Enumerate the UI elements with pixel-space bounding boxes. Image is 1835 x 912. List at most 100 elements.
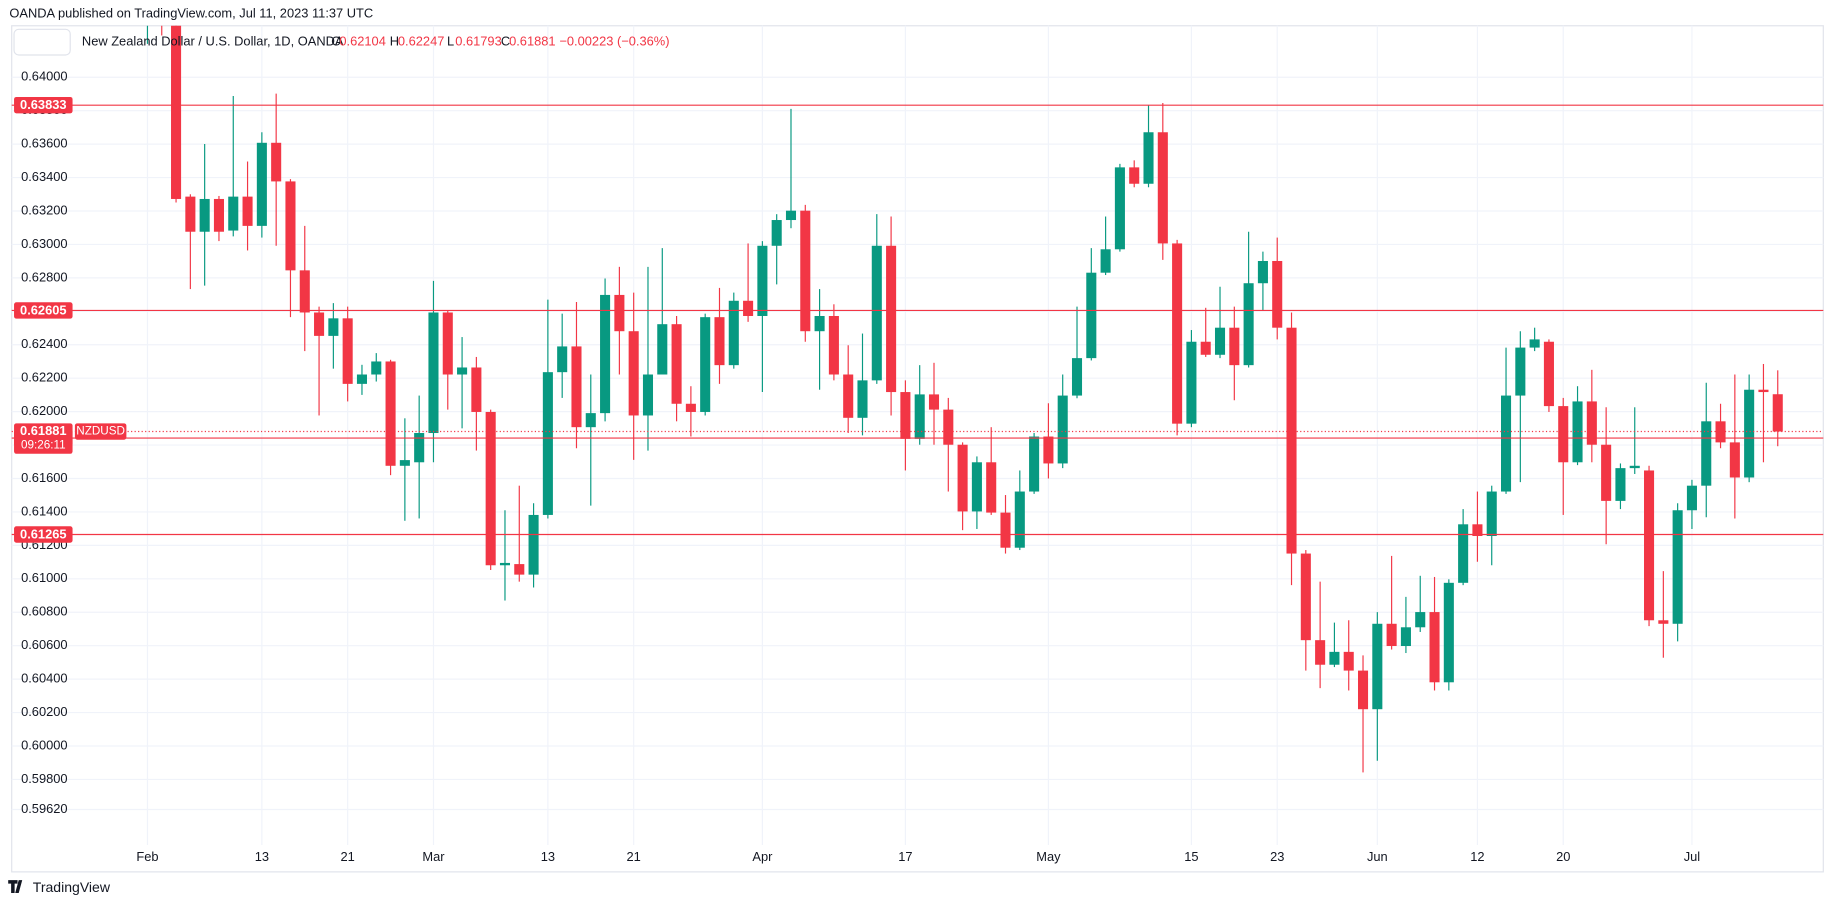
ohlc-value: 0.62247 (398, 34, 444, 49)
candle-body (1300, 553, 1311, 641)
y-tick-label: 0.62000 (21, 403, 67, 418)
candle-body (914, 394, 925, 439)
candle-body (657, 324, 668, 375)
candle-body (814, 315, 825, 332)
candle-body (457, 367, 468, 375)
x-tick-label: 15 (1184, 849, 1198, 864)
candle-body (1272, 260, 1283, 328)
last-price-box (14, 423, 73, 454)
candle-body (1172, 243, 1183, 424)
candle-body (242, 196, 253, 226)
candle-body (843, 374, 854, 418)
candle-body (1715, 421, 1726, 443)
candle-body (271, 142, 282, 182)
candle-body (1071, 358, 1083, 396)
candle-body (213, 198, 224, 232)
candle-body (1686, 485, 1697, 511)
candle-body (485, 411, 496, 566)
x-tick-label: May (1036, 849, 1061, 864)
candle-body (1415, 612, 1426, 628)
candle-body (1229, 327, 1240, 366)
overlay-layer: 0.638330.626050.618420.612650.6188109:26… (11, 96, 1824, 543)
candle-body (571, 346, 582, 428)
publisher-line: OANDA published on TradingView.com, Jul … (9, 5, 373, 20)
candle-body (1357, 670, 1369, 710)
x-tick-label: Jul (1684, 849, 1700, 864)
candle-body (385, 361, 396, 466)
candle-body (1629, 465, 1640, 469)
y-tick-label: 0.61600 (21, 470, 67, 485)
candle-body (1501, 395, 1512, 492)
ohlc-value: 0.61881 (509, 34, 555, 49)
candles-layer (146, 25, 1783, 773)
candle-body (1186, 341, 1197, 424)
candle-body (585, 413, 596, 428)
x-tick-label: 12 (1470, 849, 1484, 864)
ohlc-value: 0.61793 (455, 34, 501, 49)
x-tick-label: Jun (1367, 849, 1388, 864)
candle-body (199, 198, 210, 232)
y-tick-label: 0.64000 (21, 69, 67, 84)
candle-body (1286, 327, 1297, 554)
y-tick-label: 0.63400 (21, 169, 67, 184)
candle-body (857, 380, 868, 418)
x-tick-label: 17 (898, 849, 912, 864)
brand-name: TradingView (33, 879, 111, 895)
candle-body (671, 324, 682, 404)
candle-body (499, 562, 511, 566)
candle-body (428, 312, 439, 434)
candle-body (1586, 401, 1597, 445)
price-label: 0.63833 (20, 97, 66, 112)
candle-body (1057, 395, 1068, 464)
candle-body (1515, 347, 1526, 396)
candle-body (785, 210, 797, 221)
candle-body (1214, 327, 1226, 355)
candle-body (1086, 272, 1097, 359)
y-tick-label: 0.63600 (21, 136, 67, 151)
candle-body (1043, 436, 1054, 464)
candle-body (528, 514, 539, 575)
candle-body (1400, 627, 1411, 647)
y-tick-label: 0.60000 (21, 737, 67, 752)
candle-body (1615, 468, 1626, 501)
candle-body (1114, 167, 1125, 250)
candle-body (743, 300, 754, 316)
y-tick-label: 0.63000 (21, 236, 67, 251)
candle-body (557, 346, 568, 373)
candle-body (943, 409, 954, 445)
candle-body (1701, 421, 1712, 486)
chart-frame (11, 25, 1824, 873)
candle-body (642, 374, 654, 416)
price-label-box (14, 96, 73, 114)
candle-body (1014, 491, 1025, 548)
candle-body (800, 210, 811, 332)
candle-body (871, 245, 882, 381)
price-label-box (14, 526, 73, 543)
candle-body (685, 403, 696, 412)
candle-body (1758, 389, 1769, 393)
candle-body (1529, 339, 1540, 348)
candle-body (1644, 470, 1655, 621)
candle-body (356, 374, 367, 384)
candle-body (171, 25, 182, 199)
candle-body (399, 460, 410, 466)
candle-body (1129, 167, 1140, 184)
candle-body (1672, 510, 1683, 624)
candle-body (1200, 341, 1211, 355)
ohlc-change: −0.00223 (−0.36%) (559, 34, 669, 49)
candle-body (299, 270, 310, 313)
candle-body (1443, 582, 1454, 683)
candle-body (328, 318, 339, 336)
symbol-logo-box[interactable] (13, 28, 71, 56)
candle-body (1729, 442, 1740, 478)
candle-body (1257, 260, 1268, 284)
candle-body (900, 392, 911, 439)
candle-body (986, 462, 997, 513)
y-tick-label: 0.61400 (21, 503, 67, 518)
candle-body (228, 196, 239, 231)
y-tick-label: 0.60400 (21, 671, 67, 686)
x-tick-label: 13 (541, 849, 555, 864)
candle-body (185, 196, 196, 232)
